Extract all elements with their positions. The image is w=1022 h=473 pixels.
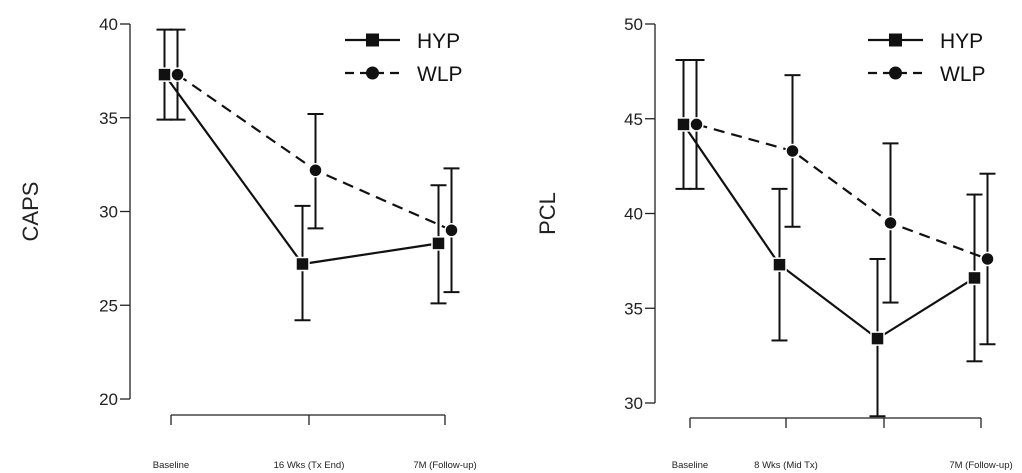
data-point-wlp <box>308 163 323 178</box>
legend-label: WLP <box>417 63 463 86</box>
data-point-wlp <box>444 223 459 238</box>
y-tick-label: 40 <box>99 15 118 34</box>
data-point-hyp <box>295 256 310 272</box>
x-tick-label: 8 Wks (Mid Tx) <box>754 460 818 471</box>
series-line-hyp <box>682 123 976 340</box>
legend-marker-hyp <box>366 33 379 47</box>
legend-label: HYP <box>940 30 983 53</box>
y-tick-label: 30 <box>99 203 118 222</box>
y-axis-label: PCL <box>535 192 560 235</box>
legend-marker-wlp <box>366 66 379 80</box>
y-tick-label: 50 <box>624 15 643 34</box>
x-tick-label: Baseline <box>672 460 708 471</box>
x-tick-label: 16 Wks (Tx End) <box>274 460 345 471</box>
legend: HYP WLP <box>345 30 463 86</box>
y-tick-label: 45 <box>624 110 643 129</box>
y-tick-label: 20 <box>99 390 118 409</box>
y-tick-label: 30 <box>624 394 643 413</box>
y-tick-label: 35 <box>99 109 118 128</box>
data-point-wlp <box>883 215 898 231</box>
data-point-wlp <box>785 143 800 159</box>
caps-panel: 20 25 30 35 40 CAPS Baseline 16 Wks (Tx End) 7M … <box>18 15 477 471</box>
x-tick-label: Baseline <box>153 460 189 471</box>
x-tick-label: 7M (Follow-up) <box>413 460 476 471</box>
y-axis-label: CAPS <box>18 182 43 242</box>
data-point-hyp <box>676 117 691 132</box>
data-point-wlp <box>689 117 704 132</box>
legend-marker-hyp <box>889 33 902 47</box>
x-tick-label: 7M (Follow-up) <box>949 460 1012 471</box>
data-point-hyp <box>431 236 446 251</box>
data-point-wlp <box>980 251 995 267</box>
data-point-hyp <box>967 270 982 286</box>
pcl-panel: 30 35 40 45 50 PCL Baseline 8 Wks (Mid Tx) 7M (F… <box>535 15 1013 471</box>
legend-marker-wlp <box>889 66 902 80</box>
y-tick-label: 35 <box>624 299 643 318</box>
data-point-wlp <box>170 67 185 82</box>
legend-label: WLP <box>940 63 986 86</box>
legend: HYP WLP <box>868 30 986 86</box>
legend-label: HYP <box>417 30 460 53</box>
y-tick-label: 25 <box>99 296 118 315</box>
data-point-hyp <box>772 257 787 272</box>
data-point-hyp <box>870 331 885 346</box>
y-tick-label: 40 <box>624 205 643 224</box>
series-line-wlp <box>696 123 988 261</box>
data-point-hyp <box>157 67 172 82</box>
